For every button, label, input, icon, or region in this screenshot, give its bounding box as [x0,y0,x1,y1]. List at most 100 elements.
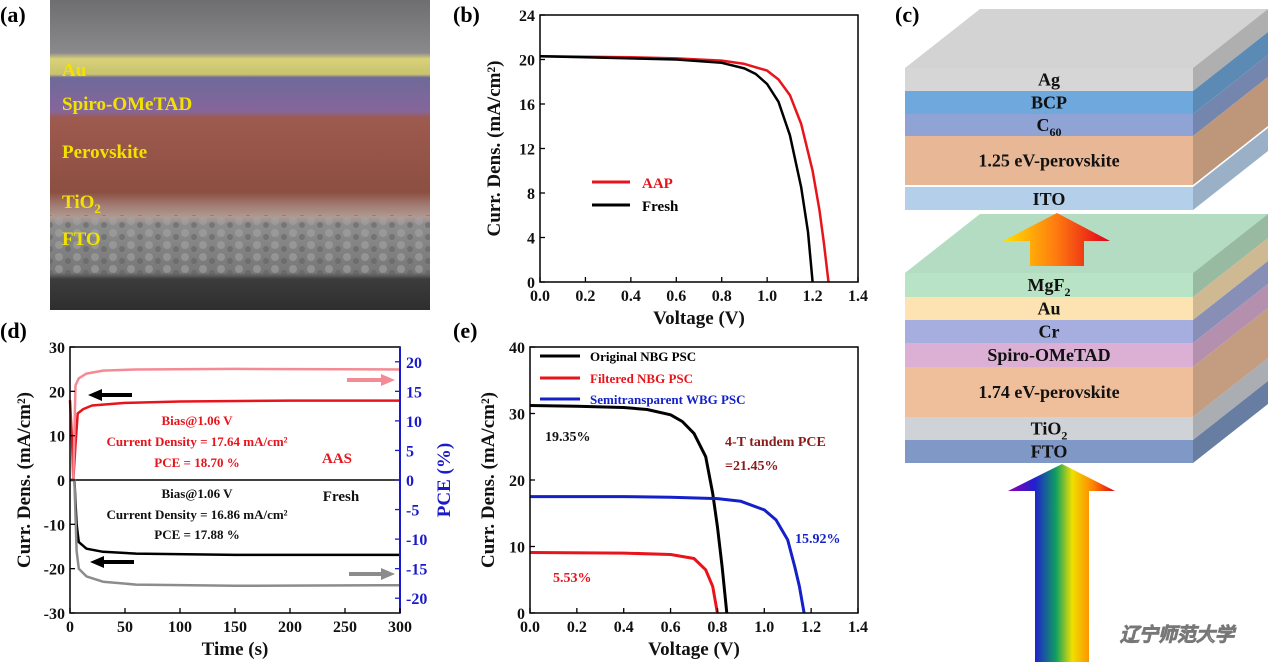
y-axis-title: Curr. Dens. (mA/cm²) [478,392,499,568]
layer-label-text: MgF [1028,275,1065,295]
y-tick-label: 0 [57,473,65,490]
x-tick-label: 1.4 [848,619,868,636]
layer-side-face [1193,214,1268,297]
sem-label-tio2-text: TiO [62,192,94,213]
legend-label: Fresh [642,199,679,215]
y-tick-label: -20 [44,562,65,579]
series-line-fresh-pce [70,478,401,588]
y2-tick-label: -15 [406,562,427,579]
x-tick-label: 0.2 [567,619,587,636]
watermark: 辽宁师范大学 [1120,624,1237,646]
layer-label: C60 [1037,115,1062,139]
x-tick-label: 0.0 [530,288,550,305]
annotation-aas: PCE = 18.70 % [154,455,239,470]
sem-label-tio2-sub: 2 [94,201,101,216]
x-tick-label: 0.8 [712,288,732,305]
layer-side-face [1193,284,1268,367]
sem-label-spiro: Spiro-OMeTAD [62,94,192,115]
x-tick-label: 1.0 [754,619,774,636]
x-tick-label: 0.4 [614,619,634,636]
layer-label-text: C [1037,115,1050,135]
layer-label: Ag [1038,70,1060,90]
layer-label: BCP [1031,93,1067,113]
layer-label-text: Ag [1038,70,1060,90]
y2-tick-label: -5 [406,503,419,520]
x-tick-label: 100 [168,619,192,636]
series-line-filtered-nbg-psc [529,551,719,614]
layer-label-text: FTO [1031,442,1068,462]
y-tick-label: 20 [519,53,535,70]
panel-label-d: (d) [0,318,27,343]
x-tick-label: 0.6 [661,619,681,636]
x-tick-label: 0.8 [707,619,727,636]
legend-label: Filtered NBG PSC [590,371,693,386]
x-tick-label: 200 [278,619,302,636]
annotation-aas: Current Density = 17.64 mA/cm² [106,434,287,449]
x-tick-label: 0.4 [621,288,641,305]
x-tick-label: 0.0 [520,619,540,636]
layer-label-sub: 2 [1061,429,1067,443]
layer-label-text: Spiro-OMeTAD [987,345,1110,365]
layer-side-face [1193,358,1268,440]
x-tick-label: 1.0 [757,288,777,305]
series-line-semitransparent-wbg-psc [530,495,806,614]
annotation-aas: AAS [322,451,352,467]
y2-tick-label: 5 [406,443,414,460]
arrow-right-axis-aas-head [381,374,395,386]
y2-axis-title: PCE (%) [434,443,455,517]
annotation-fresh: Bias@1.06 V [161,486,233,501]
series-line-original-nbg-psc [529,404,729,614]
y2-tick-label: 10 [406,414,422,431]
y-tick-label: 0 [527,275,535,292]
legend-label: Original NBG PSC [590,349,696,364]
layer-side-face [1193,308,1268,417]
sem-label-perovskite: Perovskite [62,142,147,163]
y2-tick-label: 20 [406,355,422,372]
sem-label-au: Au [62,60,87,81]
layer-side-face [1193,9,1268,91]
x-tick-label: 1.2 [803,288,823,305]
layer-1-25-ev-perovskite [905,136,1193,185]
arrow-right-axis-fresh-head [381,568,395,580]
y-tick-label: 10 [49,429,65,446]
x-axis-title: Time (s) [202,639,269,660]
sem-cross-section-image: Au Spiro-OMeTAD Perovskite TiO2 FTO [50,0,430,310]
layer-label-text: Cr [1039,322,1060,342]
y-tick-label: 30 [49,340,65,357]
layer-label-sub: 2 [1064,285,1070,299]
y-tick-label: 40 [509,340,525,357]
chart-d-stability: 0 50 100 150 200 250 300-30-20-100102030-20-15… [14,340,455,660]
y-tick-label: 4 [527,231,535,248]
layer-c [905,114,1193,136]
series-line-fresh [539,54,814,283]
y-tick-label: 0 [517,606,525,623]
series-line-aas-pce [70,367,401,482]
layer-label: MgF2 [1028,275,1071,299]
y-tick-label: -10 [44,517,65,534]
layer-bcp [905,91,1193,114]
y-tick-label: -30 [44,606,65,623]
layer-label-text: Au [1037,299,1060,319]
layer-side-face [1193,261,1268,343]
annotation-fresh: Fresh [323,489,360,505]
layer-label: Cr [1039,322,1060,342]
chart-b-jv-curves: 0.0 0.2 0.4 0.6 0.8 1.0 1.2 1.4 0 4 8 12 16 20 24 Volta… [484,8,868,329]
panel-label-b: (b) [453,2,480,27]
x-axis-title: Voltage (V) [648,639,740,660]
panel-label-e: (e) [453,318,477,343]
layer-side-face [1193,128,1268,210]
x-tick-label: 150 [223,619,247,636]
panel-label-c: (c) [895,2,919,27]
annotation-tandem-label: 4-T tandem PCE [725,435,826,450]
x-tick-label: 0.6 [666,288,686,305]
layer-label: Spiro-OMeTAD [987,345,1110,365]
x-tick-label: 1.2 [801,619,821,636]
annotation-tandem-value: =21.45% [725,459,778,474]
layer-side-face [1193,32,1268,114]
annotation-original-pce: 19.35% [545,430,591,445]
layer-label: 1.25 eV-perovskite [978,151,1119,171]
y2-tick-label: -20 [406,591,427,608]
layer-label-text: 1.74 eV-perovskite [978,382,1119,402]
x-tick-label: 50 [117,619,133,636]
